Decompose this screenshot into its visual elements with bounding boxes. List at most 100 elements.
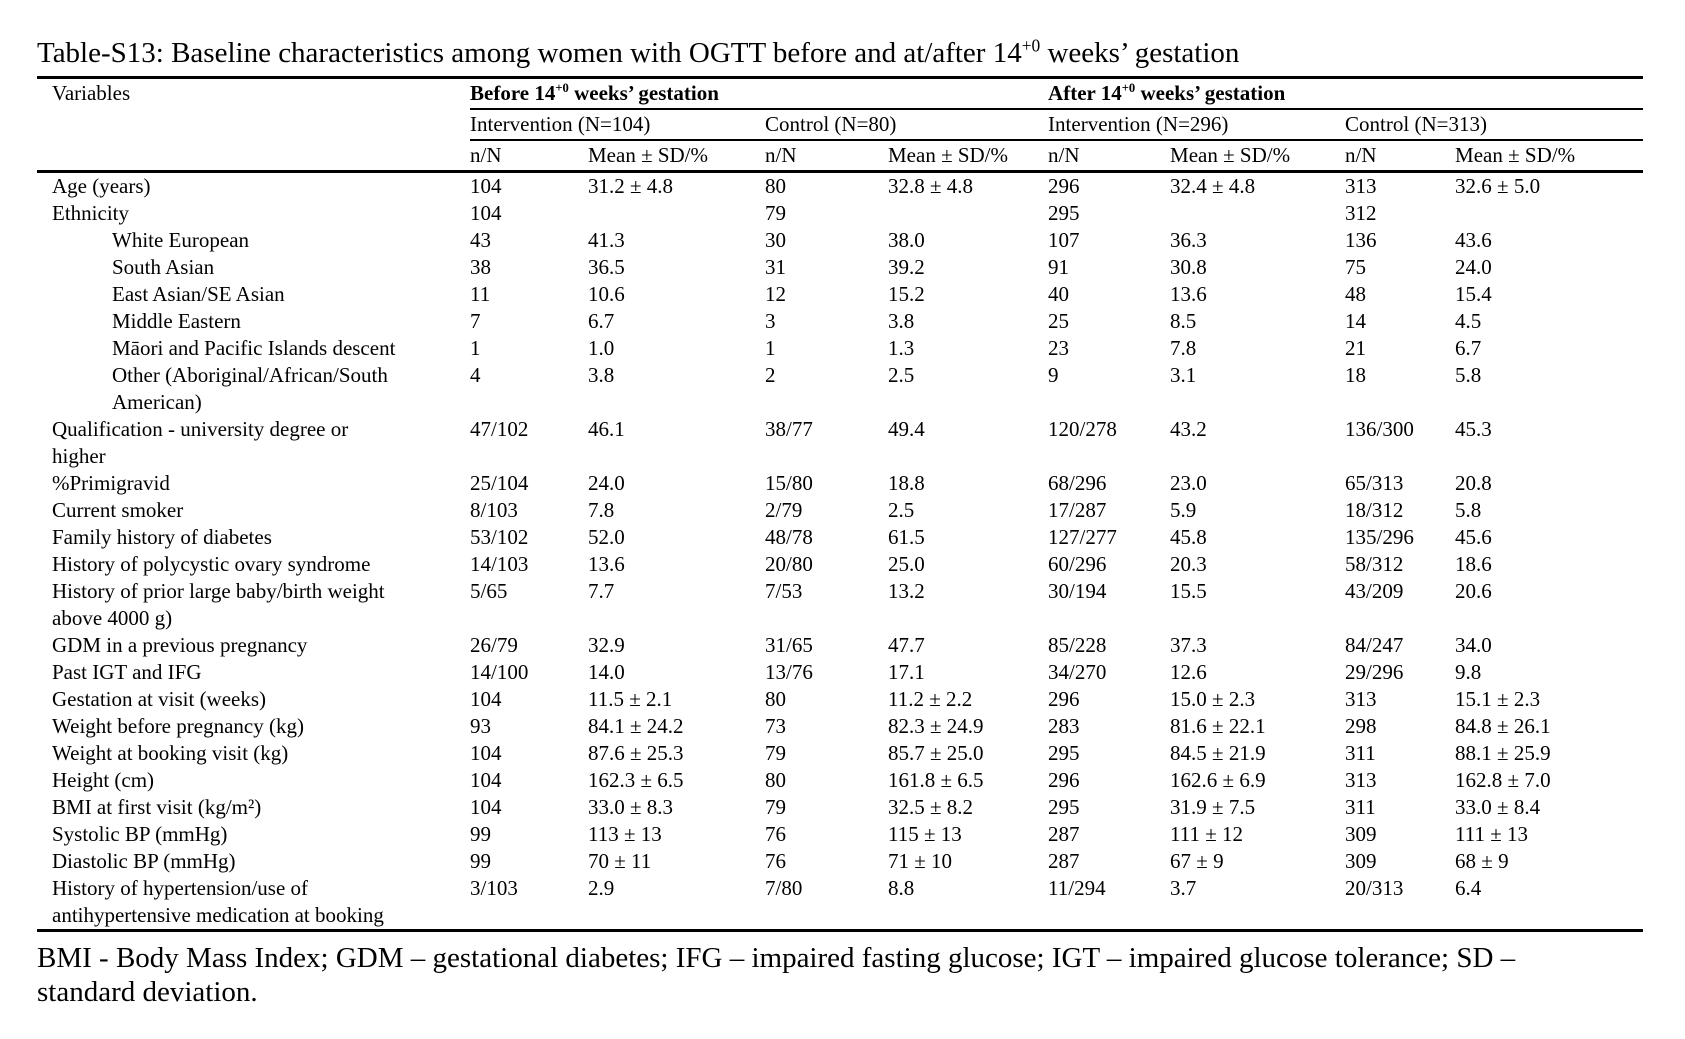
data-cell: 2/79 [765,498,803,522]
table-row: Ethnicity 104 79 295 312 [37,200,1643,227]
data-cell: 309 [1345,849,1377,873]
data-cell: 283 [1048,714,1080,738]
table-row: Qualification - university degree or high… [37,416,1643,470]
table-row: History of polycystic ovary syndrome 14/1… [37,551,1643,578]
table-row: BMI at first visit (kg/m²) 104 33.0 ± 8.3 7… [37,794,1643,821]
table-row: Family history of diabetes 53/102 52.0 48/7… [37,524,1643,551]
data-cell: 14/103 [470,552,529,576]
data-cell: 5.9 [1170,498,1197,522]
data-cell: 104 [470,768,502,792]
row-label: GDM in a previous pregnancy [52,633,308,657]
data-cell: 18.6 [1455,552,1492,576]
data-cell: 2.5 [888,363,915,387]
data-cell: 31/65 [765,633,813,657]
table-title-suffix: weeks’ gestation [1040,37,1240,69]
group-after-superscript: +0 [1121,81,1136,95]
data-cell: 14/100 [470,660,529,684]
data-cell: 31.2 ± 4.8 [588,174,674,198]
data-cell: 84/247 [1345,633,1404,657]
table-row: Gestation at visit (weeks) 104 11.5 ± 2.1 8… [37,686,1643,713]
table-title: Table-S13: Baseline characteristics amon… [37,36,1685,70]
group-after-suffix: weeks’ gestation [1135,81,1286,105]
table-row: Systolic BP (mmHg) 99 113 ± 13 76 115 ± 13 28… [37,821,1643,848]
table-row: Weight before pregnancy (kg) 93 84.1 ± 24.… [37,713,1643,740]
row-label: Weight before pregnancy (kg) [52,714,304,738]
row-label: Gestation at visit (weeks) [52,687,267,711]
table-row: %Primigravid 25/104 24.0 15/80 18.8 68/296 23.… [37,470,1643,497]
data-cell: 38/77 [765,417,813,441]
data-cell [1455,200,1643,227]
data-cell: 313 [1345,174,1377,198]
subgroup-intervention-before: Intervention (N=104) [470,109,765,141]
subgroup-control-before: Control (N=80) [765,109,1049,141]
data-cell: 45.8 [1170,525,1207,549]
data-cell: 32.9 [588,633,625,657]
data-cell: 287 [1048,849,1080,873]
data-cell: 136 [1345,228,1377,252]
row-label: Diastolic BP (mmHg) [52,849,236,873]
table-row: South Asian 38 36.5 31 39.2 91 30.8 75 24.0 [37,254,1643,281]
data-cell: 32.4 ± 4.8 [1170,174,1256,198]
table-body: Age (years) 104 31.2 ± 4.8 80 32.8 ± 4.8 296 3… [37,172,1643,931]
data-cell: 136/300 [1345,417,1414,441]
row-label: %Primigravid [52,471,170,495]
data-cell: 32.8 ± 4.8 [888,174,974,198]
data-cell: 7.8 [1170,336,1197,360]
row-label: White European [112,228,250,252]
row-label: Age (years) [52,174,151,198]
data-cell: 1 [765,336,776,360]
data-cell: 298 [1345,714,1377,738]
data-cell: 6.4 [1455,876,1482,900]
row-label: Ethnicity [52,201,129,225]
data-cell: 84.8 ± 26.1 [1455,714,1551,738]
data-cell: 1.3 [888,336,915,360]
table-row: History of hypertension/use of antihypert… [37,875,1643,931]
data-cell: 3 [765,309,776,333]
data-cell: 43.2 [1170,417,1207,441]
data-cell: 47/102 [470,417,529,441]
data-cell: 9.8 [1455,660,1482,684]
table-row: Height (cm) 104 162.3 ± 6.5 80 161.8 ± 6.5 29… [37,767,1643,794]
table-row: White European 43 41.3 30 38.0 107 36.3 136 43.6 [37,227,1643,254]
group-before-suffix: weeks’ gestation [568,81,719,105]
data-cell: 6.7 [1455,336,1482,360]
data-cell: 91 [1048,255,1070,279]
row-label: East Asian/SE Asian [112,282,285,306]
data-cell: 75 [1345,255,1367,279]
data-cell: 30 [765,228,786,252]
table-row: Middle Eastern 7 6.7 3 3.8 25 8.5 14 4.5 [37,308,1643,335]
data-cell: 15.1 ± 2.3 [1455,687,1541,711]
data-cell: 18 [1345,363,1367,387]
data-cell: 79 [765,201,786,225]
data-cell: 37.3 [1170,633,1207,657]
data-cell: 45.3 [1455,417,1492,441]
data-cell: 53/102 [470,525,529,549]
data-cell: 99 [470,849,491,873]
data-cell: 43/209 [1345,579,1404,603]
data-cell: 30/194 [1048,579,1107,603]
data-cell: 76 [765,822,786,846]
data-cell: 26/79 [470,633,518,657]
row-label: Qualification - university degree or high… [52,417,349,468]
subgroup-control-after: Control (N=313) [1345,109,1644,141]
data-cell: 48 [1345,282,1367,306]
group-header-after: After 14+0 weeks’ gestation [1048,77,1644,110]
subgroup-intervention-after: Intervention (N=296) [1048,109,1346,141]
data-cell [588,200,765,227]
data-cell: 4.5 [1455,309,1482,333]
row-label: BMI at first visit (kg/m²) [52,795,262,819]
data-cell: 17.1 [888,660,925,684]
data-cell: 311 [1345,795,1376,819]
col-header-mean: Mean ± SD/% [888,140,1049,173]
data-cell: 8.8 [888,876,915,900]
row-label: Past IGT and IFG [52,660,202,684]
data-cell: 11.5 ± 2.1 [588,687,673,711]
data-cell: 38 [470,255,491,279]
data-cell: 88.1 ± 25.9 [1455,741,1551,765]
data-cell: 104 [470,687,502,711]
data-cell: 9 [1048,363,1059,387]
data-cell: 48/78 [765,525,813,549]
data-cell: 115 ± 13 [888,822,962,846]
data-cell: 5/65 [470,579,508,603]
data-cell: 79 [765,741,786,765]
